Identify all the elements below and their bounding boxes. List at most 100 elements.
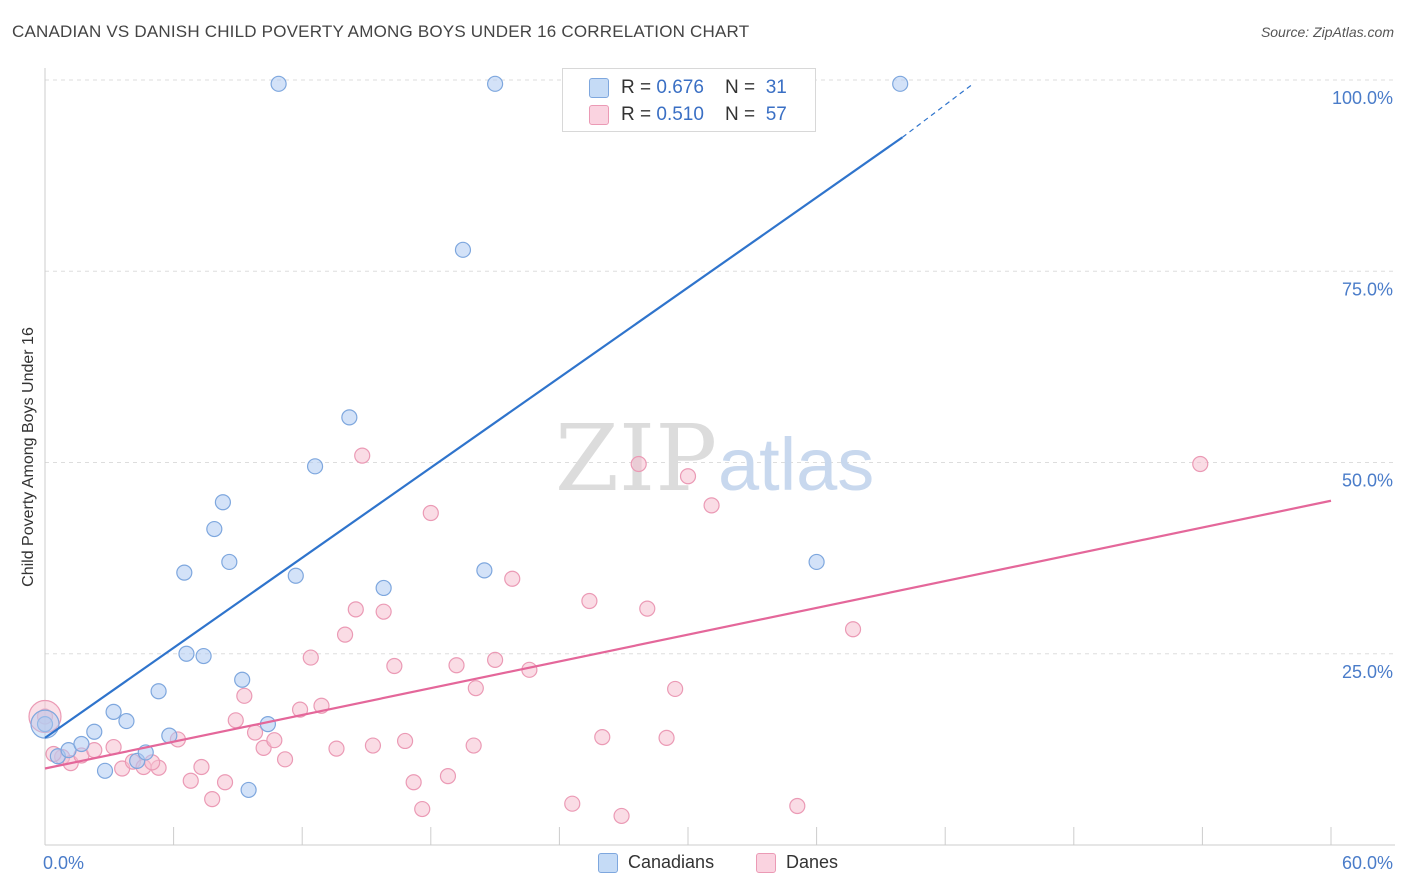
y-tick-label: 75.0% [1342, 279, 1393, 299]
gridlines [45, 79, 1395, 655]
danes-point[interactable] [405, 774, 422, 791]
danes-point[interactable] [347, 601, 364, 618]
legend-n-canadians: 31 [765, 77, 787, 98]
danes-point[interactable] [291, 701, 309, 718]
canadians-point[interactable] [150, 683, 167, 700]
canadians-point[interactable] [375, 579, 392, 597]
canadians-point[interactable] [341, 409, 358, 426]
canadians-point[interactable] [487, 75, 504, 92]
danes-point[interactable] [844, 621, 862, 638]
canadians-point[interactable] [306, 458, 324, 475]
bottom-legend-danes-label: Danes [786, 852, 839, 872]
canadians-point[interactable] [176, 564, 193, 581]
danes-point[interactable] [487, 651, 504, 668]
legend-r-danes: 0.510 [656, 104, 704, 125]
chart-title: CANADIAN VS DANISH CHILD POVERTY AMONG B… [12, 22, 750, 41]
legend-swatch-danes [589, 105, 609, 125]
legend-n-danes: 57 [765, 104, 787, 125]
danes-point[interactable] [193, 758, 210, 776]
danes-point[interactable] [396, 732, 414, 750]
canadians-point[interactable] [36, 716, 54, 733]
canadians-point[interactable] [476, 562, 493, 579]
danes-point[interactable] [328, 740, 345, 757]
canadians-point[interactable] [287, 567, 304, 584]
legend-swatch-canadians [589, 78, 609, 98]
chart-source: Source: ZipAtlas.com [1260, 24, 1394, 40]
canadians-point[interactable] [808, 553, 825, 571]
danes-point[interactable] [439, 768, 457, 785]
canadians-point[interactable] [86, 723, 103, 740]
y-tick-label: 100.0% [1332, 88, 1393, 108]
danes-point[interactable] [703, 497, 720, 514]
danes-point[interactable] [276, 751, 294, 768]
canadians-point[interactable] [178, 645, 195, 662]
danes-point[interactable] [266, 732, 283, 749]
trend-lines [44, 83, 1332, 770]
x-tick-label: 0.0% [43, 853, 84, 873]
canadians-series [30, 75, 909, 799]
danes-point[interactable] [375, 603, 392, 620]
danes-point[interactable] [581, 592, 598, 610]
correlation-legend: R = 0.676 N = 31 R = 0.510 N = 57 [562, 68, 816, 132]
x-tick-label: 60.0% [1342, 853, 1393, 873]
canadians-trend-extension [901, 83, 974, 138]
canadians-point[interactable] [206, 520, 223, 538]
y-tick-label: 25.0% [1342, 662, 1393, 682]
danes-point[interactable] [658, 729, 675, 747]
danes-point[interactable] [216, 774, 234, 791]
canadians-point[interactable] [214, 494, 231, 511]
danes-point[interactable] [246, 724, 264, 741]
danes-point[interactable] [564, 795, 581, 812]
danes-point[interactable] [1192, 455, 1209, 473]
danes-point[interactable] [679, 468, 697, 485]
danes-point[interactable] [639, 600, 656, 617]
canadians-point[interactable] [105, 703, 122, 720]
danes-point[interactable] [467, 680, 484, 697]
danes-point[interactable] [422, 504, 439, 522]
danes-series [28, 447, 1209, 825]
bottom-legend-canadians-label: Canadians [628, 852, 715, 872]
canadians-point[interactable] [892, 75, 909, 92]
danes-point[interactable] [227, 712, 244, 729]
legend-r-canadians: 0.676 [656, 77, 704, 98]
canadians-point[interactable] [234, 671, 251, 688]
danes-point[interactable] [465, 737, 482, 754]
canadians-point[interactable] [221, 553, 238, 571]
danes-swatch [756, 853, 776, 873]
y-tick-labels: 25.0% 50.0% 75.0% 100.0% [1332, 88, 1393, 682]
canadians-point[interactable] [240, 781, 257, 799]
canadians-point[interactable] [195, 647, 212, 665]
danes-point[interactable] [204, 790, 221, 808]
danes-point[interactable] [364, 737, 382, 754]
x-tick-labels: 0.0% 60.0% [43, 853, 1393, 873]
danes-point[interactable] [448, 657, 465, 674]
canadians-point-cluster[interactable] [30, 709, 60, 739]
danes-trend-line [44, 499, 1332, 770]
danes-point[interactable] [504, 570, 521, 587]
danes-point[interactable] [789, 797, 806, 815]
legend-r-label: R = [621, 77, 657, 98]
danes-point[interactable] [302, 649, 319, 666]
danes-point[interactable] [336, 626, 354, 643]
danes-point[interactable] [667, 680, 684, 698]
danes-point[interactable] [613, 807, 630, 825]
canadians-point[interactable] [73, 735, 90, 753]
danes-point[interactable] [354, 447, 371, 464]
legend-r-label: R = [621, 104, 657, 125]
canadians-point[interactable] [60, 742, 77, 759]
canadians-point[interactable] [96, 762, 114, 779]
canadians-point[interactable] [270, 75, 287, 92]
danes-point[interactable] [414, 800, 431, 818]
canadians-point[interactable] [118, 712, 135, 730]
danes-point[interactable] [236, 687, 253, 704]
danes-point[interactable] [594, 729, 611, 746]
danes-point[interactable] [182, 772, 199, 789]
canadians-swatch [598, 853, 618, 873]
y-axis-label: Child Poverty Among Boys Under 16 [20, 327, 37, 587]
watermark-atlas: atlas [718, 423, 874, 506]
canadians-point[interactable] [454, 241, 472, 258]
danes-point[interactable] [386, 657, 403, 675]
legend-n-label: N = [725, 104, 761, 125]
danes-point[interactable] [630, 455, 647, 473]
